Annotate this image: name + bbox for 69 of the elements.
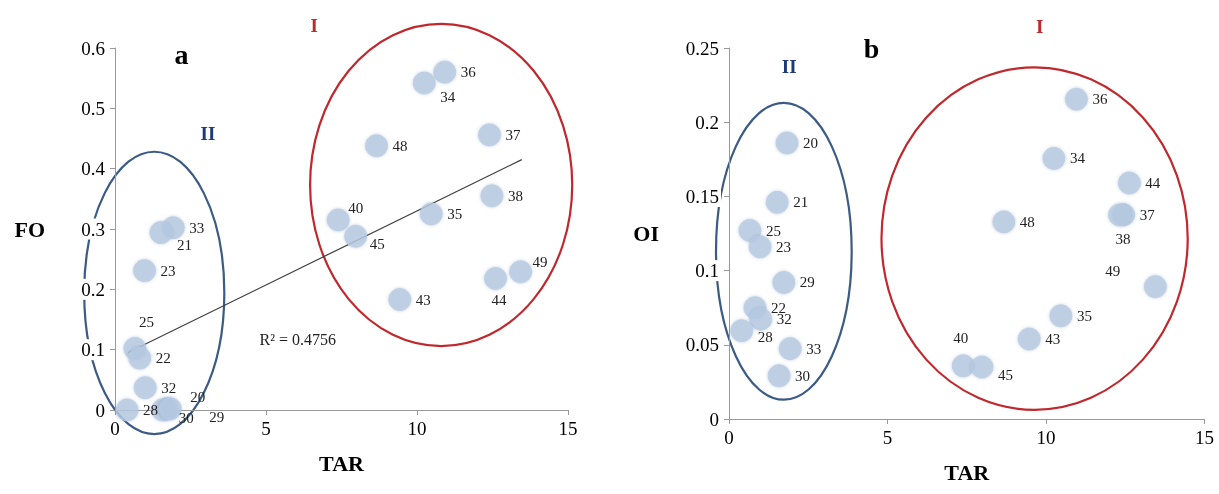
- annotation: 23: [160, 262, 176, 279]
- annotation: 25: [765, 222, 781, 239]
- y-tick-label: 0.1: [695, 260, 719, 282]
- annotation: 22: [155, 349, 171, 366]
- chart-title: b: [863, 33, 880, 65]
- x-axis-title: TAR: [944, 459, 991, 485]
- annotation: 34: [1069, 149, 1085, 166]
- annotation: 49: [1105, 262, 1121, 279]
- y-axis-title: FO: [14, 216, 45, 242]
- annotation: 37: [1139, 206, 1155, 223]
- annotation: 32: [161, 379, 177, 396]
- annotation: 28: [757, 328, 773, 345]
- annotation: 44: [1145, 174, 1161, 191]
- x-tick-label: 0: [110, 418, 120, 439]
- annotation: II: [200, 122, 216, 144]
- annotation: II: [781, 55, 797, 77]
- annotation: 33: [806, 340, 822, 357]
- y-tick-label: 0.6: [81, 37, 105, 59]
- annotation: 28: [143, 401, 159, 418]
- text: I: [310, 14, 319, 36]
- x-tick-label: 0: [724, 427, 734, 448]
- annotation: 38: [1115, 230, 1131, 247]
- y-tick-label: 0.1: [81, 339, 105, 361]
- chart-title: a: [174, 38, 189, 70]
- y-tick-label: 0.15: [685, 185, 719, 207]
- annotation: 45: [369, 235, 385, 252]
- y-tick-label: 0.2: [695, 111, 719, 133]
- annotation: 48: [392, 137, 408, 154]
- annotation: 23: [776, 238, 792, 255]
- annotation: 36: [1092, 90, 1108, 107]
- annotation: 29: [209, 408, 225, 425]
- y-tick-label: 0.05: [685, 334, 719, 356]
- annotation: 44: [491, 291, 507, 308]
- annotation: 48: [1019, 213, 1035, 230]
- y-tick-label: 0.3: [81, 218, 105, 240]
- annotation: 40: [953, 329, 969, 346]
- x-tick-label: 10: [1036, 427, 1056, 448]
- annotation: 25: [138, 313, 154, 330]
- y-tick-label: 0.4: [81, 158, 106, 180]
- annotation: 43: [415, 291, 431, 308]
- annotation: 45: [997, 366, 1013, 383]
- x-tick-label: 10: [407, 418, 427, 439]
- annotation: 21: [176, 236, 192, 253]
- x-axis-title: TAR: [319, 450, 366, 476]
- annotation: 43: [1045, 330, 1061, 347]
- x-tick-label: 5: [261, 418, 271, 439]
- annotation: 33: [189, 219, 205, 236]
- annotation: 35: [1076, 307, 1092, 324]
- x-tick-label: 5: [882, 427, 893, 448]
- text: I: [1035, 15, 1044, 37]
- annotation: 49: [532, 253, 548, 270]
- annotation: 35: [447, 205, 463, 222]
- x-tick-label: 15: [1195, 427, 1214, 448]
- annotation: 21: [793, 193, 809, 210]
- annotation: 34: [440, 88, 456, 105]
- annotation: 37: [505, 126, 521, 143]
- y-axis-title: OI: [633, 221, 659, 246]
- annotation: 20: [803, 134, 818, 151]
- annotation: 40: [348, 199, 364, 216]
- y-tick-label: 0.5: [81, 97, 105, 119]
- annotation: R² = 0.4756: [259, 331, 336, 348]
- annotation: 29: [799, 273, 815, 290]
- y-tick-label: 0.25: [685, 37, 719, 59]
- annotation: 30: [795, 367, 811, 384]
- annotation: 36: [460, 63, 476, 80]
- annotation: 38: [507, 187, 523, 204]
- x-tick-label: 15: [558, 418, 578, 439]
- y-tick-label: 0.2: [81, 278, 105, 300]
- y-tick-label: 0: [95, 399, 105, 421]
